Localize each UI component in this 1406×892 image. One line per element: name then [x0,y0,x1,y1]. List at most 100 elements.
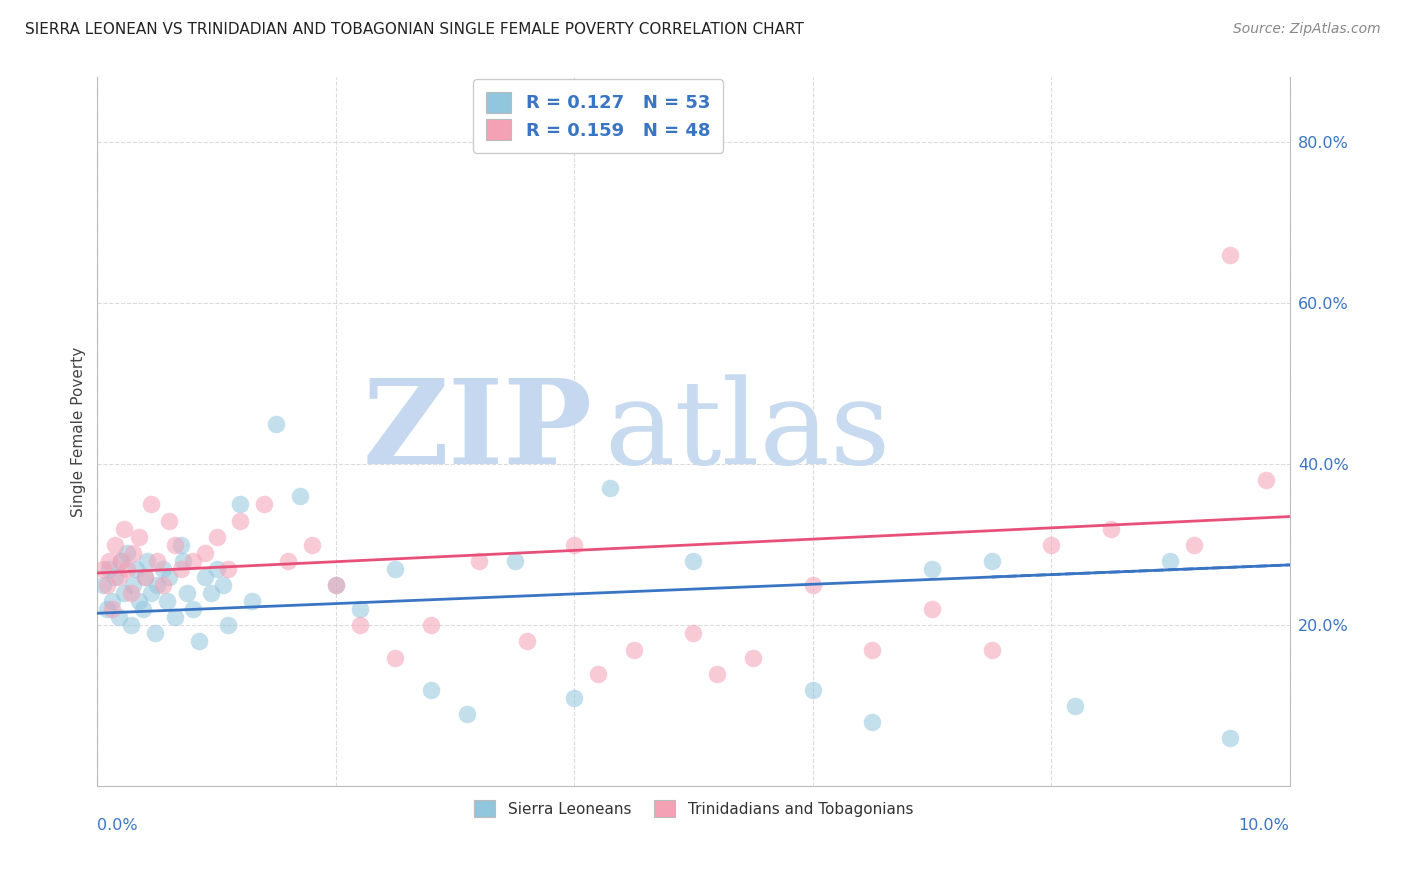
Point [157,514,180,528]
Point [110,554,132,568]
Point [104,570,127,584]
Point [468,554,491,568]
Point [124,562,146,576]
Point [562,538,585,552]
Point [349,602,371,616]
Point [921,562,943,576]
Point [176,586,198,600]
Point [1254,473,1277,487]
Point [516,634,538,648]
Point [152,562,174,576]
Point [325,578,347,592]
Point [136,554,159,568]
Point [128,594,150,608]
Point [91,562,114,576]
Point [1159,554,1181,568]
Point [706,666,728,681]
Text: atlas: atlas [605,375,890,490]
Point [586,666,609,681]
Point [120,586,142,600]
Point [157,570,180,584]
Point [163,538,186,552]
Point [139,586,162,600]
Point [1099,522,1122,536]
Point [980,554,1002,568]
Point [100,594,122,608]
Point [108,570,131,584]
Point [98,554,121,568]
Text: SIERRA LEONEAN VS TRINIDADIAN AND TOBAGONIAN SINGLE FEMALE POVERTY CORRELATION C: SIERRA LEONEAN VS TRINIDADIAN AND TOBAGO… [25,22,804,37]
Point [218,618,240,632]
Point [194,546,217,560]
Point [122,578,145,592]
Point [146,578,169,592]
Point [384,562,406,576]
Point [104,538,127,552]
Point [742,650,765,665]
Point [801,578,824,592]
Point [110,554,132,568]
Point [115,546,138,560]
Point [205,562,228,576]
Point [134,570,156,584]
Point [200,586,222,600]
Point [172,554,194,568]
Point [96,602,118,616]
Point [240,594,263,608]
Text: Source: ZipAtlas.com: Source: ZipAtlas.com [1233,22,1381,37]
Point [139,498,162,512]
Point [122,546,145,560]
Point [860,714,883,729]
Point [211,578,233,592]
Legend: Sierra Leoneans, Trinidadians and Tobagonians: Sierra Leoneans, Trinidadians and Tobago… [467,792,921,825]
Point [503,554,526,568]
Point [301,538,323,552]
Point [128,530,150,544]
Y-axis label: Single Female Poverty: Single Female Poverty [72,347,86,517]
Point [170,562,193,576]
Point [181,554,204,568]
Point [325,578,347,592]
Point [277,554,299,568]
Point [420,618,443,632]
Point [1040,538,1063,552]
Point [288,490,311,504]
Point [152,578,174,592]
Point [623,642,645,657]
Point [218,562,240,576]
Point [98,562,121,576]
Point [229,498,252,512]
Point [599,481,621,495]
Point [155,594,177,608]
Point [682,626,704,640]
Point [801,682,824,697]
Point [131,602,153,616]
Point [91,578,114,592]
Point [112,586,135,600]
Point [420,682,443,697]
Point [1219,731,1241,746]
Point [120,618,142,632]
Point [112,522,135,536]
Point [349,618,371,632]
Point [100,602,122,616]
Text: 0.0%: 0.0% [97,818,138,833]
Point [980,642,1002,657]
Point [384,650,406,665]
Point [163,610,186,624]
Point [187,634,209,648]
Point [1064,698,1087,713]
Point [108,610,131,624]
Text: ZIP: ZIP [363,375,592,490]
Point [253,498,276,512]
Point [562,690,585,705]
Point [146,554,169,568]
Point [194,570,217,584]
Point [115,562,138,576]
Point [860,642,883,657]
Point [96,578,118,592]
Point [134,570,156,584]
Point [181,602,204,616]
Point [170,538,193,552]
Point [1182,538,1205,552]
